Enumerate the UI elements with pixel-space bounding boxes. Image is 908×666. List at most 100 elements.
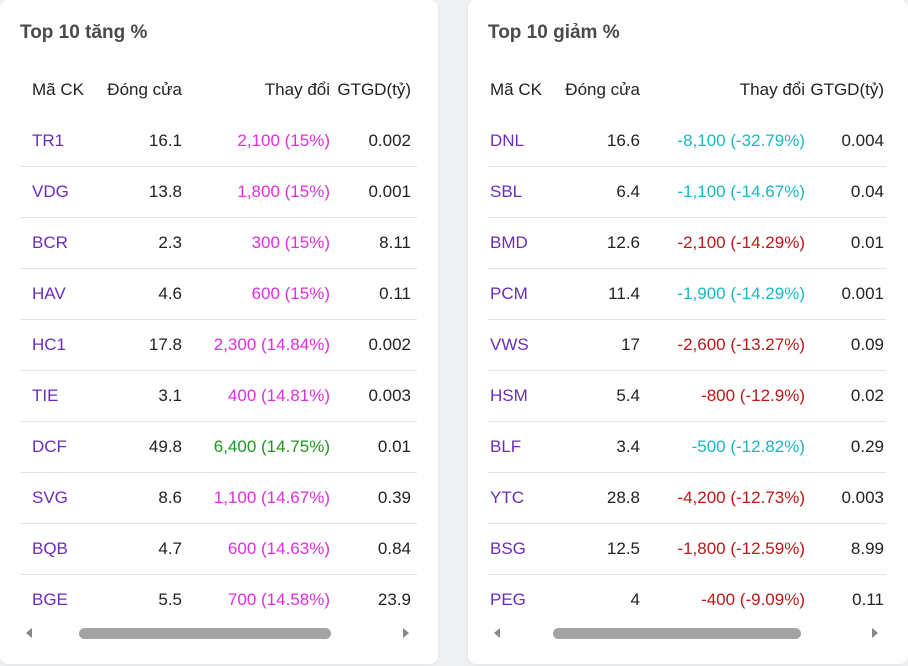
close-price: 16.6 [606,130,640,150]
table-row[interactable]: TR1 16.1 2,100 (15%) 0.002 [20,115,417,166]
table-body: TR1 16.1 2,100 (15%) 0.002 VDG 13.8 1,800 (15%… [20,115,417,625]
price-change: -500 (-12.82%) [691,437,805,456]
stock-symbol-link[interactable]: VWS [490,335,529,354]
table-row[interactable]: HAV 4.6 600 (15%) 0.11 [20,268,417,319]
header-value[interactable]: GTGD(tỷ) [810,79,884,99]
trade-value: 0.004 [841,130,884,150]
close-price: 5.5 [158,590,182,609]
table-row[interactable]: TIE 3.1 400 (14.81%) 0.003 [20,370,417,421]
table-row[interactable]: PCM 11.4 -1,900 (-14.29%) 0.001 [488,268,886,319]
stock-symbol-link[interactable]: DCF [32,437,67,456]
stock-symbol-link[interactable]: DNL [490,130,525,150]
table-header: Mã CK Đóng cửa Thay đổi GTGD(tỷ) [20,64,417,115]
stock-symbol-link[interactable]: BMD [490,233,528,252]
trade-value: 0.003 [841,488,884,507]
stock-symbol-link[interactable]: BGE [32,590,68,609]
table-row[interactable]: VDG 13.8 1,800 (15%) 0.001 [20,166,417,217]
top-losers-panel: Top 10 giảm % Mã CK Đóng cửa Thay đổi GT… [468,0,908,664]
table-row[interactable]: BMD 12.6 -2,100 (-14.29%) 0.01 [488,217,886,268]
scroll-right-arrow-icon[interactable] [403,628,409,638]
close-price: 28.8 [606,488,640,507]
header-close[interactable]: Đóng cửa [107,79,182,99]
stock-symbol-link[interactable]: PCM [490,284,528,303]
table-row[interactable]: PEG 4 -400 (-9.09%) 0.11 [488,574,886,625]
scroll-left-arrow-icon[interactable] [494,628,500,638]
table-row[interactable]: BSG 12.5 -1,800 (-12.59%) 8.99 [488,523,886,574]
price-change: -8,100 (-32.79%) [677,130,805,150]
stock-symbol-link[interactable]: PEG [490,590,526,609]
scroll-left-arrow-icon[interactable] [26,628,32,638]
stock-symbol-link[interactable]: VDG [32,182,69,201]
stock-symbol-link[interactable]: SBL [490,182,523,201]
table-row[interactable]: BCR 2.3 300 (15%) 8.11 [20,217,417,268]
price-change: 600 (14.63%) [227,539,330,558]
close-price: 13.8 [148,182,182,201]
trade-value: 0.002 [368,130,411,150]
table-row[interactable]: VWS 17 -2,600 (-13.27%) 0.09 [488,319,886,370]
scrollbar-thumb[interactable] [79,628,331,639]
table-row[interactable]: DCF 49.8 6,400 (14.75%) 0.01 [20,421,417,472]
horizontal-scrollbar[interactable] [488,624,886,642]
close-price: 16.1 [148,130,182,150]
trade-value: 0.02 [850,386,884,405]
stock-symbol-link[interactable]: TIE [32,386,59,405]
trade-value: 8.11 [379,233,411,252]
price-change: -1,900 (-14.29%) [677,284,805,303]
stock-symbol-link[interactable]: HSM [490,386,528,405]
table-row[interactable]: BQB 4.7 600 (14.63%) 0.84 [20,523,417,574]
close-price: 2.3 [158,233,182,252]
gainers-table: Mã CK Đóng cửa Thay đổi GTGD(tỷ) TR1 16.1… [20,64,417,625]
stock-symbol-link[interactable]: BSG [490,539,526,558]
close-price: 4 [630,590,640,609]
scrollbar-thumb[interactable] [553,628,801,639]
close-price: 5.4 [616,386,640,405]
close-price: 11.4 [608,284,640,303]
trade-value: 0.39 [377,488,411,507]
header-symbol[interactable]: Mã CK [32,79,84,99]
price-change: -800 (-12.9%) [701,386,805,405]
table-row[interactable]: BLF 3.4 -500 (-12.82%) 0.29 [488,421,886,472]
stock-symbol-link[interactable]: SVG [32,488,68,507]
stock-symbol-link[interactable]: BCR [32,233,68,252]
stock-symbol-link[interactable]: HAV [32,284,66,303]
header-change[interactable]: Thay đổi [264,79,330,99]
panel-title: Top 10 giảm % [488,22,620,43]
header-close[interactable]: Đóng cửa [565,79,640,99]
table-row[interactable]: BGE 5.5 700 (14.58%) 23.9 [20,574,417,625]
stock-symbol-link[interactable]: HC1 [32,335,67,354]
header-change[interactable]: Thay đổi [739,79,805,99]
stock-symbol-link[interactable]: TR1 [32,130,65,150]
trade-value: 0.01 [850,233,884,252]
close-price: 3.1 [158,386,182,405]
close-price: 4.7 [158,539,182,558]
table-row[interactable]: YTC 28.8 -4,200 (-12.73%) 0.003 [488,472,886,523]
table-row[interactable]: SBL 6.4 -1,100 (-14.67%) 0.04 [488,166,886,217]
trade-value: 0.11 [852,590,884,609]
stock-symbol-link[interactable]: BLF [490,437,522,456]
close-price: 4.6 [158,284,182,303]
table-row[interactable]: HSM 5.4 -800 (-12.9%) 0.02 [488,370,886,421]
header-symbol[interactable]: Mã CK [490,79,542,99]
price-change: -400 (-9.09%) [701,590,805,609]
stock-symbol-link[interactable]: BQB [32,539,68,558]
trade-value: 0.003 [368,386,411,405]
trade-value: 0.11 [379,284,411,303]
table-row[interactable]: DNL 16.6 -8,100 (-32.79%) 0.004 [488,115,886,166]
price-change: -1,100 (-14.67%) [677,182,805,201]
close-price: 12.5 [606,539,640,558]
losers-table: Mã CK Đóng cửa Thay đổi GTGD(tỷ) DNL 16.6… [488,64,886,625]
horizontal-scrollbar[interactable] [20,624,417,642]
stock-symbol-link[interactable]: YTC [490,488,524,507]
header-value[interactable]: GTGD(tỷ) [337,79,411,99]
price-change: -2,100 (-14.29%) [677,233,805,252]
close-price: 17.8 [148,335,182,354]
top-gainers-panel: Top 10 tăng % Mã CK Đóng cửa Thay đổi GT… [0,0,438,664]
table-row[interactable]: HC1 17.8 2,300 (14.84%) 0.002 [20,319,417,370]
trade-value: 0.002 [368,335,411,354]
price-change: 600 (15%) [251,284,330,303]
table-row[interactable]: SVG 8.6 1,100 (14.67%) 0.39 [20,472,417,523]
trade-value: 0.001 [841,284,884,303]
trade-value: 8.99 [850,539,884,558]
table-body: DNL 16.6 -8,100 (-32.79%) 0.004 SBL 6.4 -1,100… [488,115,886,625]
scroll-right-arrow-icon[interactable] [872,628,878,638]
